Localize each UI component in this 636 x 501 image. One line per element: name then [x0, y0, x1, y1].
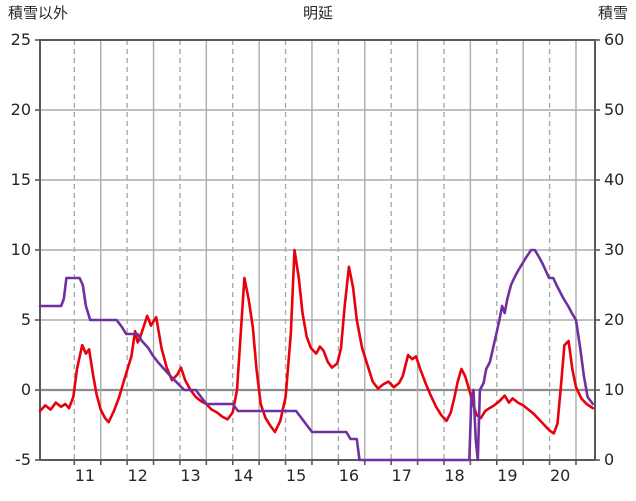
y-left-tick-label: 15 — [11, 170, 31, 189]
y-right-tick-label: 40 — [604, 170, 624, 189]
y-left-tick-label: 0 — [21, 380, 31, 399]
x-tick-label: 11 — [75, 466, 95, 485]
x-tick-label: 18 — [444, 466, 464, 485]
y-right-tick-label: 30 — [604, 240, 624, 259]
y-right-tick-label: 0 — [604, 450, 614, 469]
x-tick-label: 20 — [550, 466, 570, 485]
x-tick-label: 12 — [128, 466, 148, 485]
x-tick-label: 16 — [339, 466, 359, 485]
y-left-tick-label: 5 — [21, 310, 31, 329]
y-left-tick-label: 20 — [11, 100, 31, 119]
x-tick-label: 14 — [233, 466, 253, 485]
y-right-tick-label: 20 — [604, 310, 624, 329]
x-tick-label: 17 — [392, 466, 412, 485]
x-tick-label: 19 — [497, 466, 517, 485]
y-right-tick-label: 50 — [604, 100, 624, 119]
y-left-tick-label: 10 — [11, 240, 31, 259]
series-snow-depth-purple — [38, 248, 595, 462]
y-left-tick-label: -5 — [15, 450, 31, 469]
left-axis-title: 積雪以外 — [8, 4, 69, 22]
x-tick-label: 13 — [180, 466, 200, 485]
series-non-snow-red — [38, 248, 595, 435]
y-left-tick-label: 25 — [11, 30, 31, 49]
y-right-tick-label: 10 — [604, 380, 624, 399]
right-axis-title: 積雪 — [597, 4, 628, 22]
y-right-tick-label: 60 — [604, 30, 624, 49]
chart-title: 明延 — [302, 4, 333, 22]
x-tick-label: 15 — [286, 466, 306, 485]
